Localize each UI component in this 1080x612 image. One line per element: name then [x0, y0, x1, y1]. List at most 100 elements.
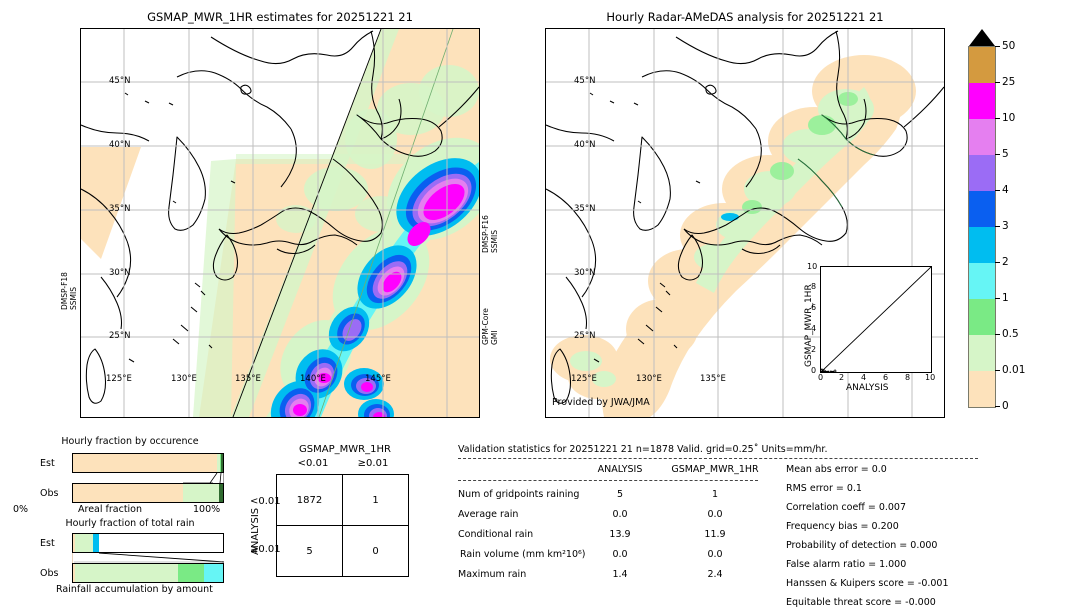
bar-segment — [182, 484, 219, 502]
contingency-cell-miss: 5 — [276, 525, 343, 577]
left-map-lon-135e: 135°E — [235, 374, 261, 384]
bar-segment — [203, 564, 223, 582]
data-credit: Provided by JWA/JMA — [552, 397, 650, 408]
colorbar-label-001: 0.01 — [1002, 363, 1026, 376]
right-map-lon-130e: 130°E — [636, 374, 662, 384]
score-frequency-bias: Frequency bias = 0.200 — [786, 521, 899, 532]
colorbar-label-1: 1 — [1002, 291, 1009, 304]
validation-row-label-conditional-rain: Conditional rain — [458, 529, 534, 540]
scatter-xtick-2: 2 — [839, 373, 845, 382]
contingency-cell-false-alarm: 1 — [342, 474, 409, 526]
left-map-lat-45n: 45°N — [109, 76, 131, 86]
bar-segment — [98, 534, 223, 552]
validation-value-average-estimate: 0.0 — [707, 509, 723, 520]
left-map-lon-140e: 140°E — [300, 374, 326, 384]
bar-segment — [73, 534, 76, 552]
right-map-lat-35n: 35°N — [574, 204, 596, 214]
colorbar-segment-001 — [968, 371, 996, 408]
contingency-col-header-lt: <0.01 — [297, 458, 329, 469]
colorbar-segment-05 — [968, 335, 996, 371]
validation-row-label-average-rain: Average rain — [458, 509, 519, 520]
right-map-lat-30n: 30°N — [574, 268, 596, 278]
total-rain-bar-obs[interactable] — [72, 563, 224, 583]
scatter-xtick-6: 6 — [883, 373, 889, 382]
right-map-lon-135e: 135°E — [700, 374, 726, 384]
left-map-lat-25n: 25°N — [109, 331, 131, 341]
scatter-ytick-8: 8 — [811, 282, 817, 291]
colorbar-label-05: 0.5 — [1002, 327, 1019, 340]
bar-segment — [216, 454, 220, 472]
contingency-table[interactable]: 1872 1 5 0 — [276, 474, 409, 577]
occurrence-bar-est[interactable] — [72, 453, 224, 473]
colorbar-segment-5 — [968, 155, 996, 191]
bar-segment — [93, 534, 99, 552]
validation-value-volume-analysis: 0.0 — [612, 549, 628, 560]
score-hanssen-kuipers: Hanssen & Kuipers score = -0.001 — [786, 578, 949, 589]
occurrence-row-label-est: Est — [40, 458, 55, 469]
scatter-xtick-4: 4 — [861, 373, 867, 382]
gsmap-map-graphic — [81, 29, 479, 417]
right-map-lon-125e: 125°E — [571, 374, 597, 384]
bar-segment — [219, 454, 222, 472]
total-rain-connector-lines — [72, 553, 224, 563]
score-rms-error: RMS error = 0.1 — [786, 483, 862, 494]
validation-value-conditional-analysis: 13.9 — [609, 529, 631, 540]
bar-segment — [73, 454, 217, 472]
score-correlation-coeff: Correlation coeff = 0.007 — [786, 502, 907, 513]
scatter-xlabel: ANALYSIS — [846, 383, 889, 393]
occurrence-connector-lines — [183, 473, 224, 483]
validation-value-maximum-estimate: 2.4 — [707, 569, 723, 580]
validation-row-label-gridpoints: Num of gridpoints raining — [458, 489, 580, 500]
colorbar-label-10: 10 — [1002, 111, 1016, 124]
gsmap-estimates-map[interactable]: 45°N 40°N 35°N 30°N 25°N 125°E 130°E 135… — [80, 28, 480, 418]
validation-value-maximum-analysis: 1.4 — [612, 569, 628, 580]
colorbar-segment-1 — [968, 299, 996, 335]
total-rain-row-label-est: Est — [40, 538, 55, 549]
total-rain-axis-label: Rainfall accumulation by amount — [56, 584, 213, 595]
bar-segment — [73, 564, 75, 582]
validation-row-label-rain-volume: Rain volume (mm km²10⁶) — [460, 549, 586, 560]
colorbar-segment-3 — [968, 227, 996, 263]
bar-segment — [178, 564, 204, 582]
score-probability-of-detection: Probability of detection = 0.000 — [786, 540, 938, 551]
left-map-lat-40n: 40°N — [109, 140, 131, 150]
colorbar-label-4: 4 — [1002, 183, 1009, 196]
left-map-lon-145e: 145°E — [365, 374, 391, 384]
validation-rule-mid — [458, 480, 758, 481]
contingency-cell-hit: 0 — [342, 525, 409, 577]
colorbar-label-2: 2 — [1002, 255, 1009, 268]
occurrence-tick-0: 0% — [13, 504, 29, 515]
score-mean-abs-error: Mean abs error = 0.0 — [786, 464, 887, 475]
validation-row-label-maximum-rain: Maximum rain — [458, 569, 527, 580]
radar-amedas-map[interactable]: 45°N 40°N 35°N 30°N 25°N 125°E 130°E 135… — [545, 28, 945, 418]
occurrence-bar-obs[interactable] — [72, 483, 224, 503]
occurrence-axis-label: Areal fraction — [78, 504, 143, 515]
colorbar-label-3: 3 — [1002, 219, 1009, 232]
colorbar-segment-2 — [968, 263, 996, 299]
total-rain-bar-est[interactable] — [72, 533, 224, 553]
scatter-ytick-6: 6 — [811, 303, 817, 312]
scatter-ytick-10: 10 — [807, 262, 818, 271]
bar-segment — [218, 484, 223, 502]
bar-segment — [74, 564, 178, 582]
validation-col-header-analysis: ANALYSIS — [597, 464, 643, 475]
colorbar-label-25: 25 — [1002, 75, 1016, 88]
left-map-lon-125e: 125°E — [106, 374, 132, 384]
left-map-sensor-label-f16: DMSP-F16 SSMIS — [481, 215, 499, 253]
right-map-lat-40n: 40°N — [574, 140, 596, 150]
contingency-col-header-ge: ≥0.01 — [357, 458, 389, 469]
precipitation-colorbar[interactable]: 50 25 10 5 4 3 2 1 0.5 0.01 0 — [968, 29, 1068, 420]
validation-header: Validation statistics for 20251221 21 n=… — [458, 444, 828, 455]
scatter-ytick-2: 2 — [811, 345, 817, 354]
colorbar-segment-50 — [968, 46, 996, 83]
validation-value-average-analysis: 0.0 — [612, 509, 628, 520]
right-map-lat-25n: 25°N — [574, 331, 596, 341]
contingency-cell-hit-miss: 1872 — [276, 474, 343, 526]
occurrence-row-label-obs: Obs — [40, 488, 59, 499]
left-map-sensor-label-f18: DMSP-F18 SSMIS — [60, 272, 78, 310]
bar-segment — [75, 534, 94, 552]
total-rain-row-label-obs: Obs — [40, 568, 59, 579]
colorbar-segment-4 — [968, 191, 996, 227]
scatter-inset-plot[interactable] — [820, 266, 932, 373]
bar-segment — [221, 454, 223, 472]
